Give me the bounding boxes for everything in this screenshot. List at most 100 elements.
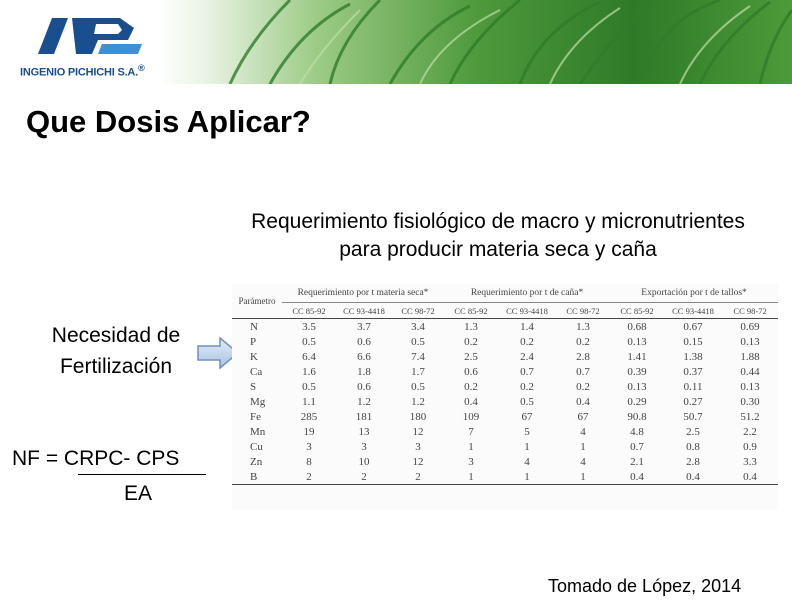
param-cell: Cu xyxy=(250,440,263,453)
value-cell: 90.8 xyxy=(627,410,647,423)
value-cell: 1 xyxy=(580,440,586,453)
variety-header: CC 98-72 xyxy=(556,302,611,319)
company-name: INGENIO PICHICHI S.A.® xyxy=(20,63,145,79)
value-cell: 0.5 xyxy=(411,335,425,348)
table-row: Mn 19 13 12 7 5 4 4.8 2.5 2.2 xyxy=(232,424,778,439)
value-cell: 2 xyxy=(336,469,392,485)
value-cell: 13 xyxy=(358,425,370,438)
value-cell: 0.6 xyxy=(464,365,478,378)
value-cell: 0.13 xyxy=(740,335,760,348)
value-cell: 0.4 xyxy=(610,469,665,485)
group-header: Requerimiento por t de caña* xyxy=(444,284,611,303)
value-cell: 2.5 xyxy=(464,350,478,363)
value-cell: 51.2 xyxy=(740,410,760,423)
value-cell: 0.44 xyxy=(740,365,760,378)
value-cell: 1 xyxy=(444,469,499,485)
variety-header: CC 85-92 xyxy=(282,302,336,319)
formula-denominator: EA xyxy=(124,482,153,505)
value-cell: 0.6 xyxy=(357,380,371,393)
table-row: Fe 285 181 180 109 67 67 90.8 50.7 51.2 xyxy=(232,409,778,424)
company-logo: INGENIO PICHICHI S.A.® xyxy=(18,14,158,79)
param-cell: Ca xyxy=(250,365,263,378)
table-row: Cu 3 3 3 1 1 1 0.7 0.8 0.9 xyxy=(232,439,778,454)
variety-header: CC 98-72 xyxy=(392,302,445,319)
value-cell: 0.5 xyxy=(411,380,425,393)
param-cell: S xyxy=(250,380,257,393)
value-cell: 285 xyxy=(300,410,318,423)
value-cell: 1 xyxy=(524,440,530,453)
value-cell: 2 xyxy=(392,469,445,485)
value-cell: 3 xyxy=(361,440,367,453)
value-cell: 3 xyxy=(468,455,474,468)
value-cell: 0.30 xyxy=(740,395,760,408)
grass-background-icon xyxy=(228,0,792,84)
value-cell: 181 xyxy=(355,410,373,423)
variety-header: CC 85-92 xyxy=(610,302,665,319)
value-cell: 0.4 xyxy=(576,395,590,408)
value-cell: 1.6 xyxy=(302,365,316,378)
value-cell: 7.4 xyxy=(411,350,425,363)
fertilization-need-label: Necesidad de Fertilización xyxy=(51,324,181,378)
value-cell: 0.2 xyxy=(520,380,534,393)
value-cell: 0.27 xyxy=(683,395,703,408)
param-cell: K xyxy=(250,350,258,363)
value-cell: 1.1 xyxy=(302,395,316,408)
value-cell: 0.5 xyxy=(520,395,534,408)
value-cell: 6.6 xyxy=(357,350,371,363)
table-row: Zn 8 10 12 3 4 4 2.1 2.8 3.3 xyxy=(232,454,778,469)
value-cell: 3.4 xyxy=(411,320,425,333)
group-header: Exportación por t de tallos* xyxy=(610,284,779,303)
value-cell: 2.8 xyxy=(686,455,700,468)
value-cell: 12 xyxy=(412,455,424,468)
value-cell: 0.39 xyxy=(627,365,647,378)
value-cell: 3.5 xyxy=(302,320,316,333)
value-cell: 0.2 xyxy=(576,335,590,348)
value-cell: 19 xyxy=(303,425,315,438)
source-citation: Tomado de López, 2014 xyxy=(548,576,742,596)
table-caption: Requerimiento fisiológico de macro y mic… xyxy=(251,210,745,261)
formula-numerator: NF = CRPC- CPS xyxy=(12,447,180,470)
value-cell: 1.41 xyxy=(627,350,647,363)
value-cell: 0.37 xyxy=(683,365,703,378)
value-cell: 0.11 xyxy=(683,380,703,393)
param-header: Parámetro xyxy=(232,284,282,319)
value-cell: 0.67 xyxy=(683,320,703,333)
table-row: S 0.5 0.6 0.5 0.2 0.2 0.2 0.13 0.11 0.13 xyxy=(232,379,778,394)
value-cell: 2.8 xyxy=(576,350,590,363)
value-cell: 4 xyxy=(580,425,586,438)
value-cell: 0.6 xyxy=(357,335,371,348)
value-cell: 0.5 xyxy=(302,335,316,348)
value-cell: 50.7 xyxy=(683,410,703,423)
table-row: Ca 1.6 1.8 1.7 0.6 0.7 0.7 0.39 0.37 0.44 xyxy=(232,364,778,379)
param-cell: B xyxy=(232,469,282,485)
variety-header: CC 93-4418 xyxy=(336,302,392,319)
param-cell: N xyxy=(250,320,258,333)
value-cell: 0.13 xyxy=(627,335,647,348)
value-cell: 3.7 xyxy=(357,320,371,333)
nutrient-table: Parámetro Requerimiento por t materia se… xyxy=(232,284,779,510)
value-cell: 0.8 xyxy=(686,440,700,453)
table-row: N 3.5 3.7 3.4 1.3 1.4 1.3 0.68 0.67 0.69 xyxy=(232,319,778,335)
variety-header: CC 85-92 xyxy=(444,302,499,319)
param-cell: Fe xyxy=(250,410,261,423)
value-cell: 4.8 xyxy=(630,425,644,438)
value-cell: 3 xyxy=(306,440,312,453)
value-cell: 12 xyxy=(412,425,424,438)
value-cell: 67 xyxy=(577,410,589,423)
table-row: Mg 1.1 1.2 1.2 0.4 0.5 0.4 0.29 0.27 0.30 xyxy=(232,394,778,409)
table-row: P 0.5 0.6 0.5 0.2 0.2 0.2 0.13 0.15 0.13 xyxy=(232,334,778,349)
value-cell: 180 xyxy=(409,410,427,423)
value-cell: 1 xyxy=(468,440,474,453)
value-cell: 0.2 xyxy=(464,335,478,348)
value-cell: 1.4 xyxy=(520,320,534,333)
value-cell: 0.2 xyxy=(576,380,590,393)
table-row: B 2 2 2 1 1 1 0.4 0.4 0.4 xyxy=(232,469,779,485)
value-cell: 0.4 xyxy=(464,395,478,408)
group-header: Requerimiento por t materia seca* xyxy=(282,284,445,303)
value-cell: 7 xyxy=(468,425,474,438)
value-cell: 2.1 xyxy=(630,455,644,468)
value-cell: 6.4 xyxy=(302,350,316,363)
value-cell: 3 xyxy=(415,440,421,453)
value-cell: 4 xyxy=(524,455,530,468)
value-cell: 109 xyxy=(462,410,480,423)
